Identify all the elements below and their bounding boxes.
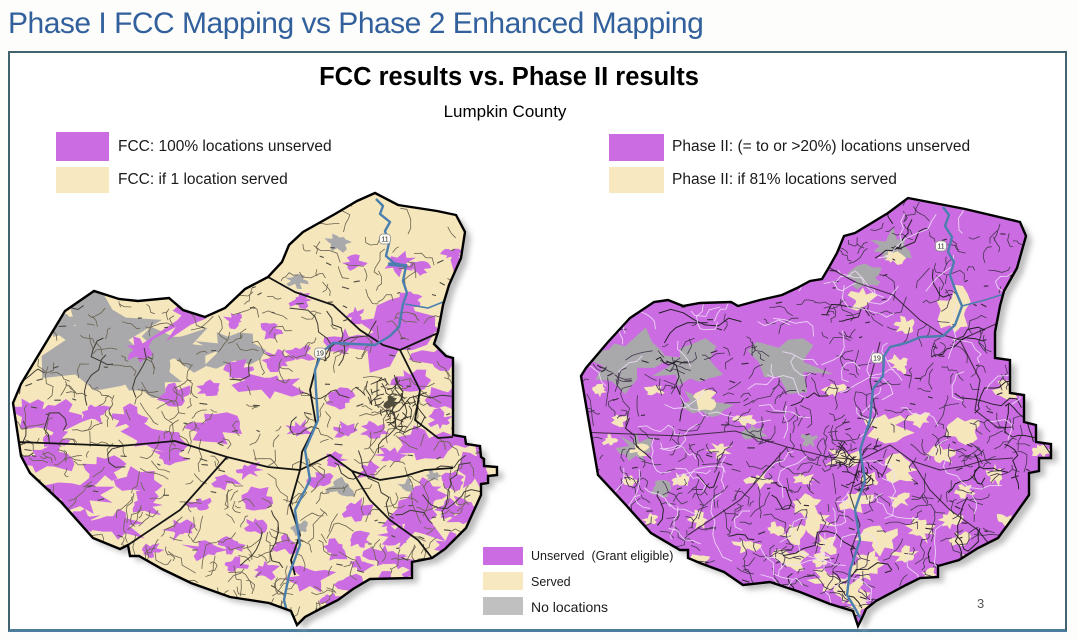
svg-text:11: 11 bbox=[937, 244, 944, 251]
svg-text:11: 11 bbox=[381, 237, 388, 244]
svg-text:19: 19 bbox=[316, 351, 324, 358]
svg-text:19: 19 bbox=[873, 356, 881, 363]
